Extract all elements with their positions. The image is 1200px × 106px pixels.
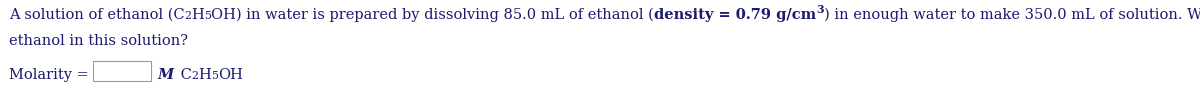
Text: 5: 5 bbox=[211, 71, 218, 81]
Text: 2: 2 bbox=[185, 11, 192, 21]
Text: ethanol in this solution?: ethanol in this solution? bbox=[10, 34, 188, 48]
Text: H: H bbox=[192, 8, 204, 22]
Text: C: C bbox=[175, 68, 192, 82]
Text: density = 0.79 g/cm: density = 0.79 g/cm bbox=[654, 8, 816, 22]
Text: ) in enough water to make 350.0 mL of solution. What is the molarity of the: ) in enough water to make 350.0 mL of so… bbox=[824, 8, 1200, 22]
Text: Molarity =: Molarity = bbox=[10, 68, 94, 82]
Text: H: H bbox=[198, 68, 211, 82]
Bar bbox=[94, 61, 151, 81]
Text: 2: 2 bbox=[192, 71, 198, 81]
Text: M: M bbox=[157, 68, 174, 82]
Text: A solution of ethanol (C: A solution of ethanol (C bbox=[10, 8, 185, 22]
Text: OH) in water is prepared by dissolving 85.0 mL of ethanol (: OH) in water is prepared by dissolving 8… bbox=[211, 8, 654, 22]
Text: 3: 3 bbox=[816, 4, 824, 15]
Text: OH: OH bbox=[218, 68, 244, 82]
Text: 5: 5 bbox=[204, 11, 211, 21]
